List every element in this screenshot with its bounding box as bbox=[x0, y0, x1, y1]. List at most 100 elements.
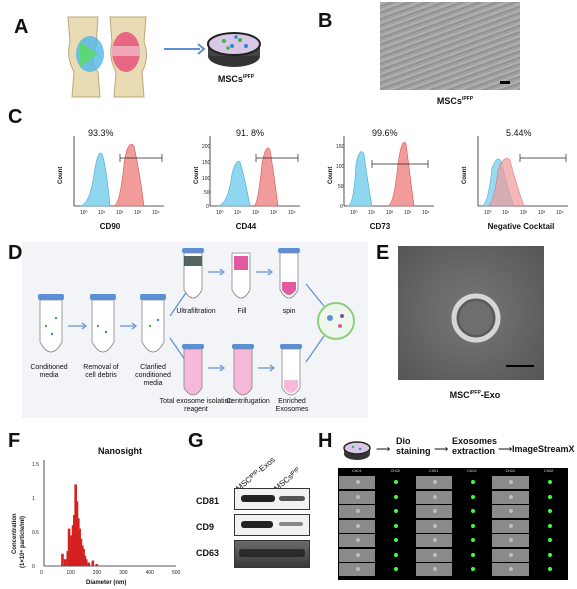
x-tick: 400 bbox=[146, 570, 155, 576]
flow-plot-cd73: 99.6% Count 150 100 50 0 10⁰ 10¹ 10² 10³… bbox=[324, 124, 436, 220]
brightfield-cell bbox=[339, 519, 376, 533]
panel-label-d: D bbox=[8, 242, 23, 264]
particle-dot bbox=[432, 523, 437, 528]
tube-conditioned-media bbox=[38, 294, 64, 353]
panel-label-h: H bbox=[318, 430, 333, 452]
brightfield-cell bbox=[339, 534, 376, 547]
flow-step-dio: Dio staining bbox=[396, 436, 431, 456]
exosome-isolation-workflow: Conditioned media Removal of cell debris… bbox=[22, 242, 368, 418]
fluorescence-cell bbox=[454, 548, 491, 562]
y-tick: 100 bbox=[336, 164, 345, 170]
marker-label-cd90: CD90 bbox=[99, 222, 121, 231]
x-tick: 10⁴ bbox=[288, 210, 296, 216]
particle-dot bbox=[356, 523, 361, 528]
brightfield-cell bbox=[339, 490, 376, 504]
fluorescence-cell bbox=[530, 505, 567, 518]
column-header: Ch02 bbox=[390, 468, 401, 473]
blot-cd63 bbox=[234, 540, 310, 568]
particle-dot bbox=[394, 538, 399, 542]
step-centrifugation: Centrifugation bbox=[226, 398, 270, 405]
x-tick: 100 bbox=[66, 570, 75, 576]
tube-removal bbox=[90, 294, 116, 353]
panel-label-g: G bbox=[188, 430, 204, 452]
tube-fill bbox=[231, 252, 251, 299]
y-tick: 50 bbox=[338, 184, 344, 190]
tube-centrifugation bbox=[232, 344, 254, 396]
bar bbox=[63, 559, 67, 566]
percent-label: 99.6% bbox=[372, 128, 398, 138]
fluorescence-cell bbox=[454, 505, 491, 518]
particle-dot bbox=[509, 552, 514, 557]
particle-dot bbox=[432, 552, 437, 557]
tube-enriched bbox=[280, 344, 302, 396]
particle-dot bbox=[547, 480, 552, 484]
fluorescence-cell bbox=[454, 534, 491, 547]
particle-dot bbox=[547, 552, 552, 557]
x-tick: 10² bbox=[116, 210, 124, 216]
flow-step-extraction: Exosomes extraction bbox=[452, 436, 498, 456]
bar bbox=[91, 560, 95, 566]
particle-dot bbox=[471, 509, 476, 513]
bar bbox=[79, 538, 83, 566]
particle-dot bbox=[394, 552, 399, 557]
brightfield-cell bbox=[492, 563, 529, 576]
brightfield-cell bbox=[415, 534, 452, 547]
x-tick: 10³ bbox=[134, 210, 142, 216]
flow-plot-cd44: 91. 8% Count 200 150 100 50 0 10⁰ 10¹ 10… bbox=[190, 124, 302, 220]
particle-dot bbox=[509, 494, 514, 499]
blot-cd81 bbox=[234, 488, 310, 510]
particle-dot bbox=[547, 523, 552, 528]
flow-plot-cd90: 93.3% Count 10⁰ 10¹ 10² 10³ 10⁴ bbox=[54, 124, 166, 220]
flow-plot-negative-cocktail: 5.44% Count 10⁰ 10¹ 10² 10³ 10⁴ bbox=[458, 124, 570, 220]
particle-dot bbox=[394, 567, 399, 571]
fluorescence-cell bbox=[377, 490, 414, 504]
y-tick: 50 bbox=[204, 190, 210, 196]
arrow-icon: ⟶ bbox=[376, 444, 391, 455]
particle-dot bbox=[432, 567, 437, 571]
y-axis-label: Count bbox=[194, 167, 200, 184]
column-header: Ch02 bbox=[467, 468, 477, 473]
particle-dot bbox=[547, 567, 552, 571]
fluorescence-cell bbox=[530, 563, 567, 576]
panel-label-c: C bbox=[8, 106, 23, 128]
fluorescence-cell bbox=[530, 519, 567, 533]
step-ultrafiltration: Ultrafiltration bbox=[176, 308, 216, 315]
fluorescence-cell bbox=[377, 519, 414, 533]
panel-label-a: A bbox=[14, 16, 29, 38]
brightfield-cell bbox=[492, 548, 529, 562]
bar bbox=[82, 549, 85, 566]
x-tick: 10² bbox=[520, 210, 528, 216]
band-label-cd9: CD9 bbox=[196, 522, 215, 532]
y-tick: 0.5 bbox=[32, 530, 39, 536]
particle-dot bbox=[509, 509, 514, 513]
particle-dot bbox=[509, 523, 514, 528]
particle-dot bbox=[432, 494, 437, 499]
step-conditioned: Conditioned media bbox=[30, 364, 68, 379]
x-tick: 10⁰ bbox=[216, 210, 224, 216]
x-tick: 10¹ bbox=[98, 210, 106, 216]
fluorescence-cell bbox=[377, 476, 414, 489]
particle-dot bbox=[394, 509, 399, 513]
x-tick: 10⁰ bbox=[80, 210, 88, 216]
fluorescence-cell bbox=[377, 505, 414, 518]
chart-title: Nanosight bbox=[98, 446, 142, 456]
marker-label-cd44: CD44 bbox=[235, 222, 257, 231]
x-tick: 10² bbox=[386, 210, 394, 216]
bar bbox=[95, 563, 99, 566]
x-tick: 10¹ bbox=[368, 210, 376, 216]
x-tick: 500 bbox=[172, 570, 181, 576]
x-tick: 300 bbox=[119, 570, 128, 576]
particle-dot bbox=[394, 523, 399, 528]
fluorescence-cell bbox=[530, 476, 567, 489]
tube-ultrafiltration bbox=[182, 248, 204, 299]
x-tick: 200 bbox=[93, 570, 102, 576]
particle-dot bbox=[471, 494, 476, 499]
percent-label: 91. 8% bbox=[236, 128, 265, 138]
tem-image bbox=[398, 246, 544, 380]
step-removal: Removal of cell debris bbox=[83, 364, 119, 379]
flow-step-imagestream: ImageStreamX bbox=[512, 444, 575, 454]
step-spin: spin bbox=[282, 308, 296, 315]
petri-dish-illustration bbox=[207, 32, 261, 67]
bar bbox=[73, 515, 76, 566]
particle-dot bbox=[547, 509, 552, 513]
